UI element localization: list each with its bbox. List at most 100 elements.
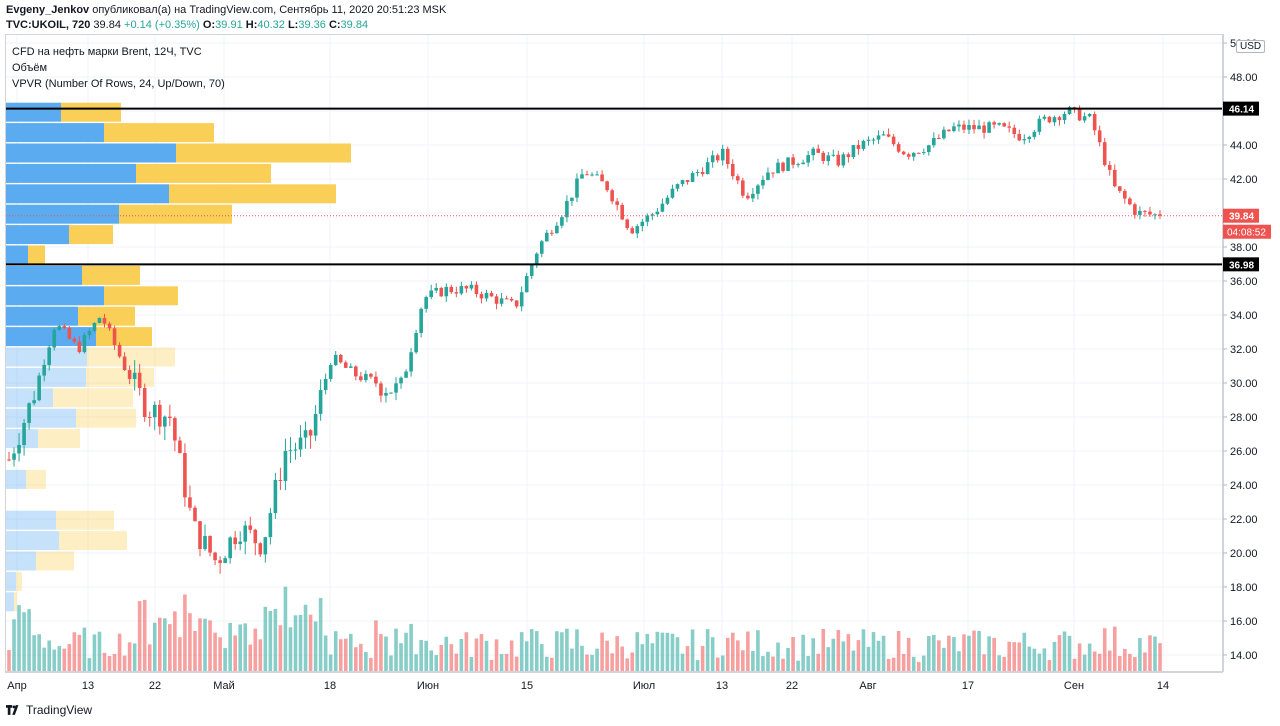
volume-bar [911,656,916,671]
candle-body [685,180,690,182]
volume-bar [1002,656,1006,671]
candle-body [157,404,162,427]
volume-bar [741,650,745,671]
candle-body [1007,126,1012,128]
volume-bar [715,657,720,671]
candle-body [132,372,137,379]
volume-bar [434,655,439,671]
candle-body [188,497,192,508]
volume-bar [1047,660,1052,671]
volume-bar [921,655,926,671]
author-name[interactable]: Evgeny_Jenkov [6,4,90,16]
candle-body [213,552,217,561]
candle-body [962,124,966,130]
volume-bar [409,623,413,671]
volume-bar [32,635,36,671]
candle-body [665,197,670,204]
candle-body [881,134,886,136]
volume-bar [952,637,956,671]
volume-bar [1097,653,1102,671]
volume-bar [509,640,514,671]
volume-bar [947,635,951,671]
candle-body [62,326,67,328]
volume-bar [761,656,765,671]
open-label: O: [202,19,216,31]
time-axis[interactable] [5,672,1223,695]
vp-bar-up [6,571,16,591]
support-label-bg [1223,257,1259,272]
volume-bar [680,653,685,671]
volume-bar [851,650,856,671]
price-axis[interactable] [1223,34,1280,672]
publish-line: Evgeny_Jenkov опубликовал(а) на TradingV… [6,3,446,18]
x-tick-label: 18 [324,680,336,692]
candle-body [173,418,177,441]
candle-body [42,364,46,376]
volume-bar [992,637,996,671]
vp-bar-up [6,388,53,408]
volume-bar [359,643,363,671]
symbol-label: TVC:UKOIL, 720 [6,19,91,31]
candle-body [499,298,504,304]
support-label: 36.98 [1229,260,1254,271]
volume-bar [218,637,222,671]
countdown-label: 04:08:52 [1227,228,1266,239]
vp-bar-up [6,367,86,387]
volume-bar [419,639,423,671]
volume-bar [268,611,273,671]
vp-bar-down [96,327,152,347]
currency-badge[interactable]: USD [1236,40,1266,53]
candle-body [751,193,755,199]
x-tick-label: 13 [716,680,728,692]
candle-body [841,154,846,166]
legend-vpvr[interactable]: VPVR (Number Of Rows, 24, Up/Down, 70) [12,78,225,90]
candle-body [1158,214,1162,216]
volume-bar [47,640,52,671]
candle-body [47,347,52,365]
vp-bar-up [6,347,87,367]
volume-bar [1072,658,1077,671]
close-label: C: [328,19,341,31]
volume-bar [469,657,474,671]
vp-bar-down [78,306,135,326]
publish-info: опубликовал(а) на TradingView.com, Сентя… [92,4,447,16]
candle-body [238,541,243,545]
x-tick-label: Июн [417,680,439,692]
vp-bar-up [6,531,59,551]
x-tick-label: Авг [859,680,876,692]
legend-volume[interactable]: Объём [12,62,48,74]
candle-body [298,437,303,450]
candle-body [645,215,650,222]
volume-bar [560,632,564,671]
volume-bar [821,628,826,671]
candle-body [72,338,77,342]
legend-title[interactable]: CFD на нефть марки Brent, 12Ч, TVC [12,46,202,58]
candle-body [997,123,1001,125]
volume-bar [640,644,645,671]
volume-bar [404,632,408,671]
volume-bar [188,613,192,671]
volume-bar [901,654,906,671]
chart-pane[interactable] [5,34,1223,672]
vp-bar-down [176,143,351,163]
candle-body [82,335,87,353]
candle-body [741,180,745,196]
volume-bar [650,643,655,671]
candle-body [37,375,41,401]
candle-body [871,139,876,141]
candle-body [791,157,795,165]
candle-body [32,400,36,404]
volume-bar [781,658,785,671]
volume-bar [484,640,489,671]
candle-body [590,174,594,176]
volume-bar [1082,654,1087,671]
x-tick-label: 15 [521,680,533,692]
volume-bar [429,650,434,671]
candle-body [1012,127,1017,135]
candle-body [1128,198,1132,205]
volume-bar [7,650,11,671]
volume-bar [534,631,539,671]
low-value: 39.36 [298,19,326,31]
last-price-label: 39.84 [1229,212,1254,223]
